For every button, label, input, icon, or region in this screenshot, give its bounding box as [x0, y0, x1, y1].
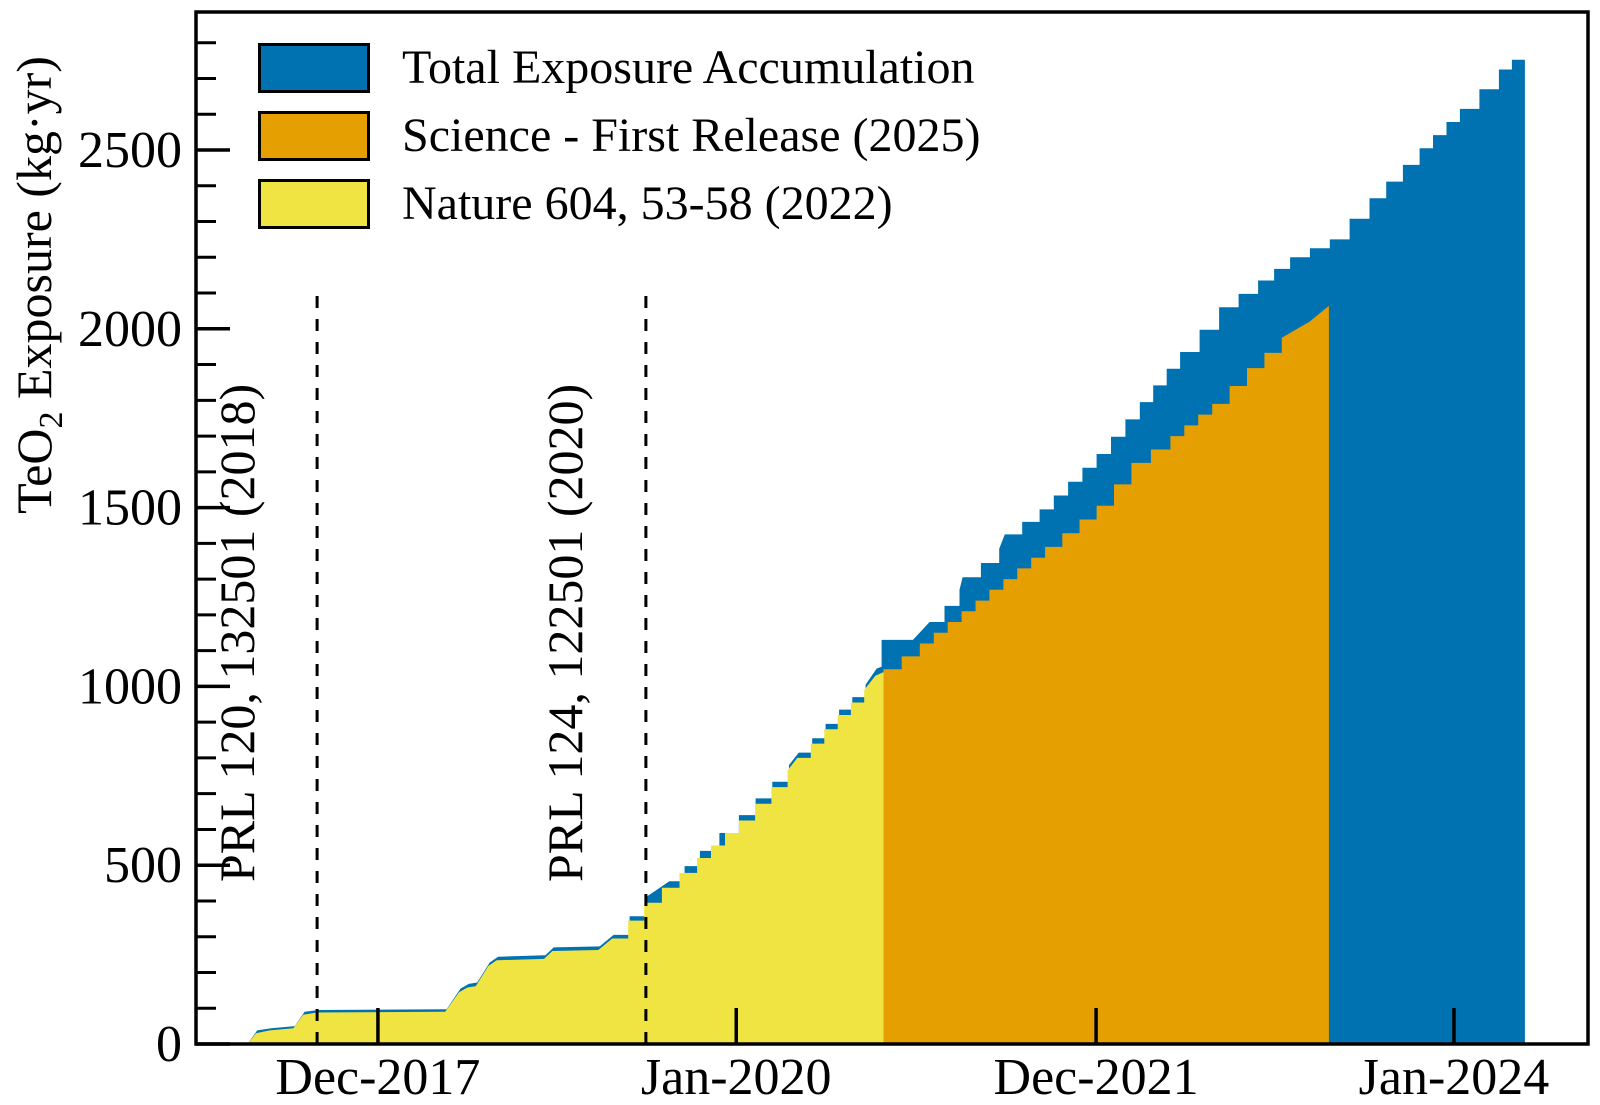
- nature-paper-swatch: [258, 179, 370, 229]
- y-axis-title-text: TeO: [6, 428, 62, 514]
- y-tick-label: 0: [156, 1016, 182, 1073]
- nature-paper-area: [247, 672, 884, 1044]
- y-tick-label: 500: [104, 837, 182, 894]
- y-tick-label: 1000: [78, 658, 182, 715]
- legend-label: Nature 604, 53-58 (2022): [402, 177, 893, 230]
- legend-label: Science - First Release (2025): [402, 109, 981, 162]
- legend-item-total: Total Exposure Accumulation: [258, 42, 980, 94]
- x-tick-label: Jan-2024: [1359, 1049, 1550, 1105]
- legend: Total Exposure Accumulation Science - Fi…: [258, 42, 980, 246]
- science-release-area: [883, 305, 1329, 1044]
- total-exposure-swatch: [258, 43, 370, 93]
- x-tick-label: Jan-2020: [641, 1049, 832, 1105]
- y-axis-title: TeO2 Exposure (kg·yr): [5, 56, 71, 514]
- y-axis-title-units: Exposure (kg·yr): [6, 56, 62, 412]
- legend-item-science: Science - First Release (2025): [258, 110, 980, 162]
- science-release-swatch: [258, 111, 370, 161]
- plot-frame: [194, 10, 1590, 1046]
- y-tick-label: 1500: [78, 480, 182, 537]
- y-tick-label: 2500: [78, 122, 182, 179]
- y-tick-label: 2000: [78, 301, 182, 358]
- annotation-prl-120: PRL 120, 132501 (2018): [209, 383, 265, 882]
- y-axis-title-subscript: 2: [33, 411, 70, 429]
- x-tick-label: Dec-2017: [275, 1049, 480, 1105]
- annotation-prl-124: PRL 124, 122501 (2020): [537, 383, 593, 882]
- x-tick-label: Dec-2021: [994, 1049, 1199, 1105]
- legend-label: Total Exposure Accumulation: [402, 41, 975, 94]
- legend-item-nature: Nature 604, 53-58 (2022): [258, 178, 980, 230]
